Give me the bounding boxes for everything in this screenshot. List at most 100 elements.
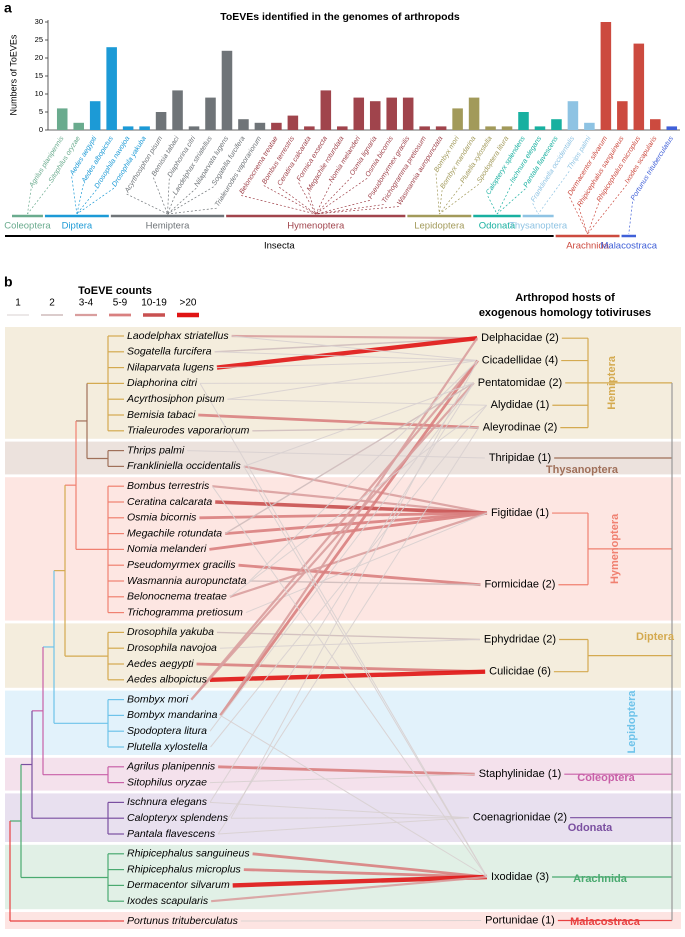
- leader-line: [496, 188, 526, 215]
- hosts-title: exogenous homology totiviruses: [479, 307, 651, 319]
- bar: [485, 126, 496, 130]
- species-label: Plutella xylostella: [127, 741, 208, 753]
- link: [229, 404, 487, 598]
- bar: [435, 126, 447, 130]
- species-label: Frankliniella occidentalis: [127, 460, 242, 472]
- link: [190, 359, 479, 701]
- link: [219, 337, 479, 717]
- link: [210, 404, 488, 748]
- family-label: Portunidae (1): [485, 914, 555, 926]
- leader-line: [435, 173, 440, 215]
- bar: [584, 122, 595, 130]
- legend-label: Arachnida: [566, 241, 609, 252]
- bar: [73, 122, 84, 130]
- y-tick-label: 5: [39, 107, 43, 116]
- y-tick-label: 10: [35, 89, 43, 98]
- y-tick-label: 30: [35, 17, 43, 26]
- species-label: Laodelphax striatellus: [127, 330, 229, 342]
- bar: [666, 126, 678, 130]
- panel-label: a: [4, 0, 12, 16]
- bar: [402, 97, 414, 130]
- leader-line: [167, 186, 214, 215]
- leader-line: [315, 204, 384, 215]
- species-label: Dermacentor silvarum: [127, 879, 230, 891]
- leader-line: [126, 193, 168, 215]
- leader-line: [496, 184, 513, 215]
- species-label: Trichogramma pretiosum: [127, 606, 243, 618]
- family-label: Thripidae (1): [489, 452, 551, 464]
- family-label: Cicadellidae (4): [482, 354, 558, 366]
- order-label: Malacostraca: [570, 916, 641, 928]
- bar: [304, 126, 315, 130]
- species-label: Ixodes scapularis: [127, 895, 209, 907]
- leader-line: [628, 201, 633, 235]
- bar: [452, 108, 463, 130]
- link: [216, 360, 478, 369]
- link: [200, 382, 474, 384]
- bar: [518, 112, 529, 130]
- leader-line: [71, 176, 78, 215]
- species-label: Pantala flavescens: [127, 828, 216, 840]
- bar: [139, 126, 150, 130]
- leader-line: [76, 187, 115, 215]
- bar: [386, 97, 397, 130]
- legend-label: 1: [15, 298, 21, 309]
- link: [243, 465, 488, 515]
- panel-label: b: [4, 274, 13, 290]
- link: [243, 868, 487, 879]
- link: [231, 334, 478, 340]
- link: [209, 801, 469, 819]
- link: [196, 662, 486, 674]
- species-label: Sogatella furcifera: [127, 346, 212, 358]
- order-bands: [5, 327, 681, 929]
- bar: [551, 119, 562, 130]
- species-label: Agrilus planipennis: [126, 761, 216, 773]
- legend-label: Thysanoptera: [509, 221, 568, 232]
- link: [245, 512, 488, 614]
- bar: [56, 108, 68, 130]
- species-label: Thrips palmi: [127, 444, 185, 456]
- link: [227, 360, 478, 400]
- species-label: Nomia melanderi: [127, 543, 207, 555]
- family-label: Ixodidae (3): [491, 871, 549, 883]
- bar: [172, 90, 183, 130]
- bar: [89, 101, 101, 130]
- species-label: Drosophila navojoa: [127, 642, 217, 654]
- family-label: Delphacidae (2): [481, 332, 559, 344]
- legend-label: 5-9: [113, 298, 128, 309]
- species-label: Sitophilus oryzae: [127, 776, 207, 788]
- species-label: Osmia bicornis: [127, 512, 197, 524]
- link: [227, 398, 487, 406]
- species-label: Rhipicephalus sanguineus: [127, 848, 250, 860]
- bar: [419, 126, 430, 130]
- bar: [600, 22, 612, 130]
- species-label: Acyrthosiphon pisum: [126, 393, 225, 405]
- leader-line: [315, 206, 399, 215]
- link: [211, 485, 488, 878]
- link: [209, 382, 475, 732]
- links: [187, 334, 488, 922]
- leader-line: [76, 184, 84, 215]
- bar: [501, 126, 513, 130]
- family-label: Formicidae (2): [485, 579, 556, 591]
- link: [217, 427, 480, 835]
- bar: [468, 97, 480, 130]
- leader-line: [439, 183, 479, 215]
- bar: [567, 101, 579, 130]
- order-label: Odonata: [568, 822, 613, 834]
- species-label: Diaphorina citri: [127, 377, 198, 389]
- species-label: Bombyx mandarina: [127, 709, 218, 721]
- legend-label: Odonata: [479, 221, 516, 232]
- leader-line: [27, 183, 51, 215]
- leader-line: [298, 182, 317, 215]
- link: [249, 360, 479, 582]
- link: [229, 512, 488, 598]
- legend-label: 3-4: [79, 298, 94, 309]
- bar: [353, 97, 365, 130]
- species-label: Nilaparvata lugens: [127, 361, 215, 373]
- order-label: Lepidoptera: [626, 690, 638, 754]
- bar: [221, 50, 233, 130]
- bar: [337, 126, 348, 130]
- species-label: Drosophila yakuba: [127, 626, 214, 638]
